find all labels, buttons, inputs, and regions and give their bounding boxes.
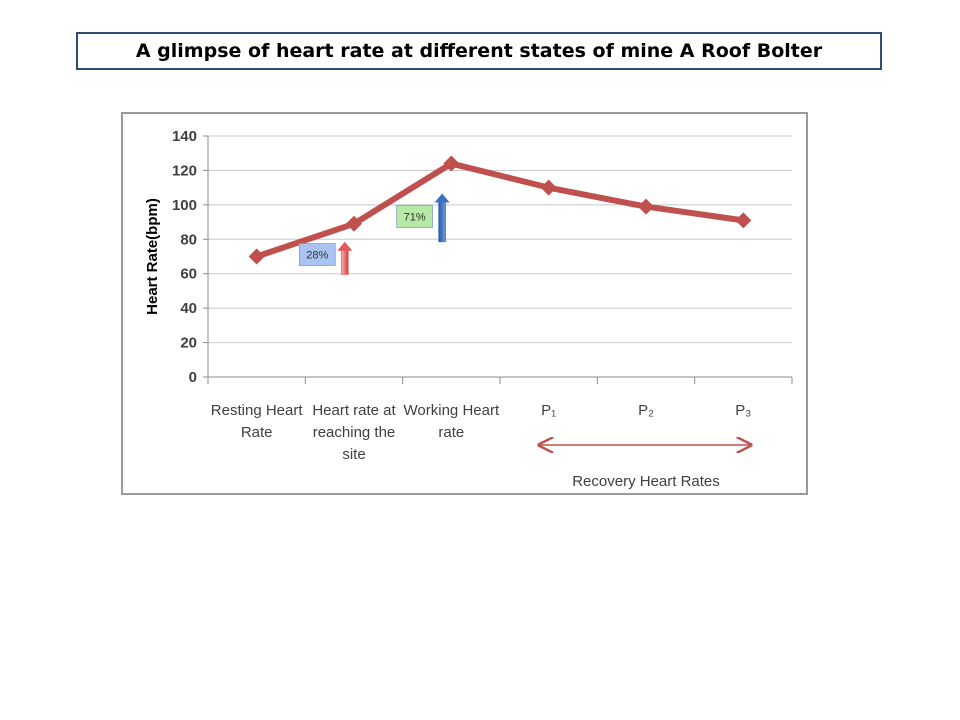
- grid-layer: [208, 135, 792, 378]
- x-category-label-line: site: [342, 446, 365, 463]
- x-category-label-line: Working Heart: [404, 402, 500, 419]
- y-tick-label: 0: [189, 369, 197, 386]
- y-axis-title: Heart Rate(bpm): [144, 198, 161, 315]
- x-category-label-line: P₁: [541, 402, 556, 419]
- series-layer: [248, 155, 752, 265]
- x-category-label-line: reaching the: [313, 424, 396, 441]
- x-category-label-line: Heart rate at: [312, 402, 396, 419]
- x-category-label: P₂: [638, 402, 654, 419]
- annotation-label-bg: [298, 243, 336, 266]
- chart-title: A glimpse of heart rate at different sta…: [135, 40, 823, 62]
- y-tick-label: 80: [180, 231, 197, 248]
- y-tick-label: 140: [172, 128, 197, 145]
- annotation-label: 28%: [306, 250, 328, 262]
- chart-frame: [121, 112, 808, 495]
- x-category-label-line: P₂: [638, 402, 654, 419]
- percent-annotation: 28%: [298, 241, 353, 275]
- data-point-marker: [346, 215, 362, 232]
- percent-annotation: 71%: [396, 193, 450, 243]
- chart-title-box: A glimpse of heart rate at different sta…: [76, 32, 882, 70]
- axis-layer: 0 20 40 60 80 100 120 140 Resting Heart Rate Heart…: [144, 128, 793, 463]
- annotation-label: 71%: [404, 212, 426, 224]
- recovery-bracket-label: Recovery Heart Rates: [572, 473, 720, 490]
- series-line: [253, 160, 747, 260]
- x-category-label-line: rate: [438, 424, 464, 441]
- annotation-arrow-head: [337, 241, 353, 251]
- x-category-label: P₁: [541, 402, 556, 419]
- x-category-label: P₃: [735, 402, 751, 419]
- y-tick-label: 20: [180, 335, 197, 352]
- y-tick-label: 120: [172, 162, 197, 179]
- x-category-label: Heart rate at reaching the site: [312, 402, 396, 463]
- y-tick-label: 100: [172, 197, 197, 214]
- x-category-label-line: P₃: [735, 402, 751, 419]
- annotation-label-bg: [396, 205, 433, 228]
- y-tick-label: 40: [180, 300, 197, 317]
- x-category-label-line: Resting Heart: [211, 402, 304, 419]
- annotation-label-box: 71%: [396, 205, 433, 228]
- x-category-label-line: Rate: [241, 424, 273, 441]
- annotation-arrow-shaft: [438, 201, 446, 243]
- y-tick-label: 60: [180, 266, 197, 283]
- annotation-arrow-head: [434, 193, 450, 203]
- data-point-marker: [443, 155, 460, 172]
- annotation-layer: 28% 71% Recovery Heart Rates: [298, 193, 749, 490]
- x-category-label: Resting Heart Rate: [211, 402, 304, 441]
- data-point-marker: [638, 198, 654, 215]
- data-point-marker: [735, 212, 752, 229]
- data-point-marker: [248, 248, 265, 265]
- annotation-arrow-shaft: [340, 249, 349, 275]
- data-point-marker: [540, 179, 557, 196]
- annotation-label-box: 28%: [298, 243, 336, 266]
- x-category-label: Working Heart rate: [404, 402, 500, 441]
